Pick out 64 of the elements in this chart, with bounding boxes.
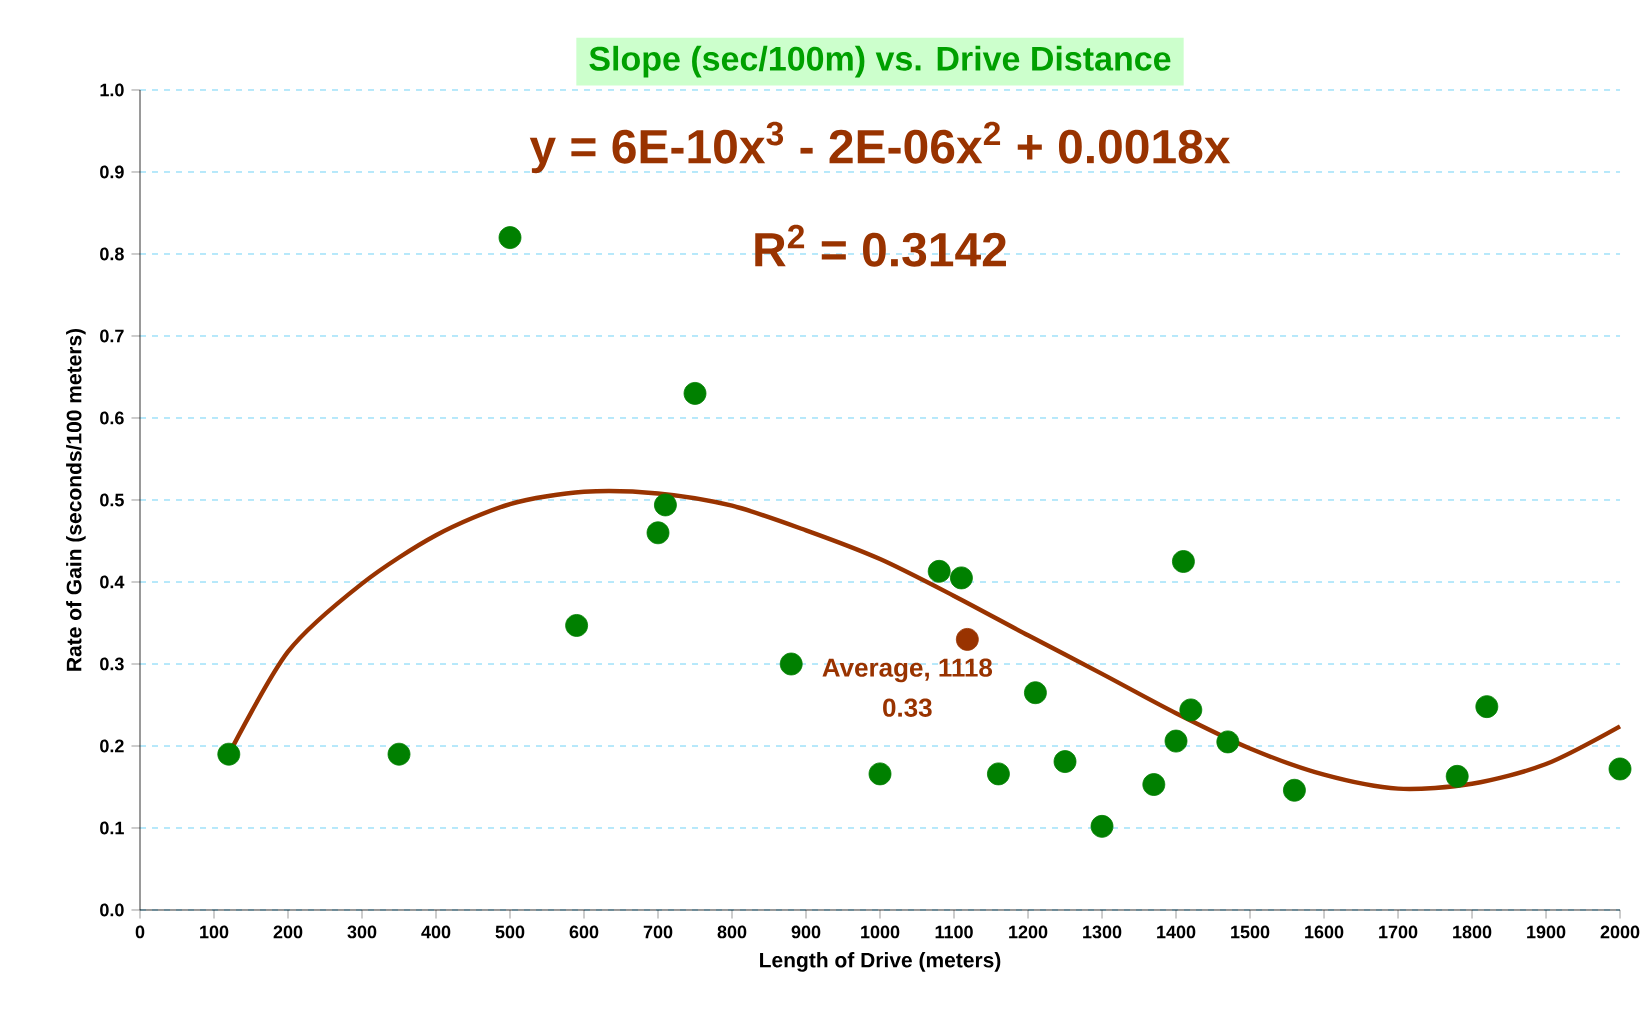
x-tick-label: 800 [717, 925, 747, 939]
point [1475, 695, 1499, 719]
x-tick-label: 200 [273, 925, 303, 939]
point [955, 628, 979, 651]
y-tick-label: 1.0 [100, 83, 124, 97]
point [1179, 698, 1203, 722]
x-tick-label: 2000 [1600, 925, 1640, 939]
x-tick-label: 600 [569, 925, 599, 939]
point [1024, 681, 1047, 705]
x-tick-label: 1900 [1527, 925, 1566, 939]
point [927, 559, 951, 583]
point [950, 566, 973, 590]
x-tick-label: 1100 [935, 925, 973, 939]
y-tick-label: 0.8 [100, 247, 124, 261]
point [498, 226, 522, 249]
point [646, 521, 670, 545]
y-tick-label: 0.3 [100, 657, 124, 671]
x-tick-label: 900 [791, 925, 821, 939]
point [868, 762, 892, 786]
y-tick-label: 0.6 [100, 411, 124, 425]
x-tick-label: 0 [135, 925, 145, 939]
x-tick-label: 1700 [1379, 925, 1418, 939]
annotation: Average, 1118 [822, 658, 993, 683]
x-tick-label: 1300 [1083, 925, 1122, 939]
y-tick-label: 0.0 [100, 903, 124, 917]
y-tick-label: 0.7 [100, 329, 124, 343]
point [987, 762, 1010, 786]
y-tick-label: 0.9 [100, 165, 124, 179]
annotation: 0.33 [883, 698, 932, 717]
x-tick-label: 1600 [1305, 925, 1344, 939]
y-tick-label: 0.1 [100, 821, 124, 835]
annotation: y = 6E-10x$^{3}$ - 2E-06x$^{2}$ + 0.0018x [529, 121, 1231, 174]
point [1283, 778, 1306, 802]
x-tick-label: 100 [200, 925, 229, 939]
x-tick-label: 1200 [1009, 925, 1048, 939]
point [1172, 550, 1195, 573]
x-axis-title: Length of Drive (meters) [760, 952, 1001, 972]
point [565, 614, 589, 637]
point [683, 382, 707, 405]
y-tick-label: 0.4 [100, 575, 125, 589]
point [779, 652, 803, 676]
point [1164, 729, 1188, 753]
point [1053, 750, 1077, 773]
x-tick-label: 1000 [861, 925, 900, 939]
x-tick-label: 300 [347, 925, 377, 939]
point [387, 742, 411, 766]
point [1608, 757, 1632, 781]
x-tick-label: 1400 [1157, 925, 1196, 939]
y-tick-label: 0.2 [100, 739, 124, 753]
point [1090, 814, 1114, 838]
y-axis-title: Rate of Gain (seconds/100 meters) [66, 328, 86, 671]
annotation: R$^{2}$ = 0.3142 [755, 224, 1006, 267]
x-tick-label: 700 [643, 925, 673, 939]
y-tick-label: 0.5 [100, 493, 124, 507]
chart-title: Slope (sec/100m) vs. Drive Distance [589, 45, 1171, 78]
x-tick-label: 400 [421, 925, 451, 939]
point [654, 493, 677, 517]
point [1216, 730, 1240, 754]
x-tick-label: 1500 [1231, 925, 1270, 939]
x-tick-label: 1800 [1453, 925, 1492, 939]
x-tick-label: 500 [495, 925, 525, 939]
point [1445, 764, 1469, 788]
point [1142, 773, 1166, 796]
point [217, 742, 241, 766]
